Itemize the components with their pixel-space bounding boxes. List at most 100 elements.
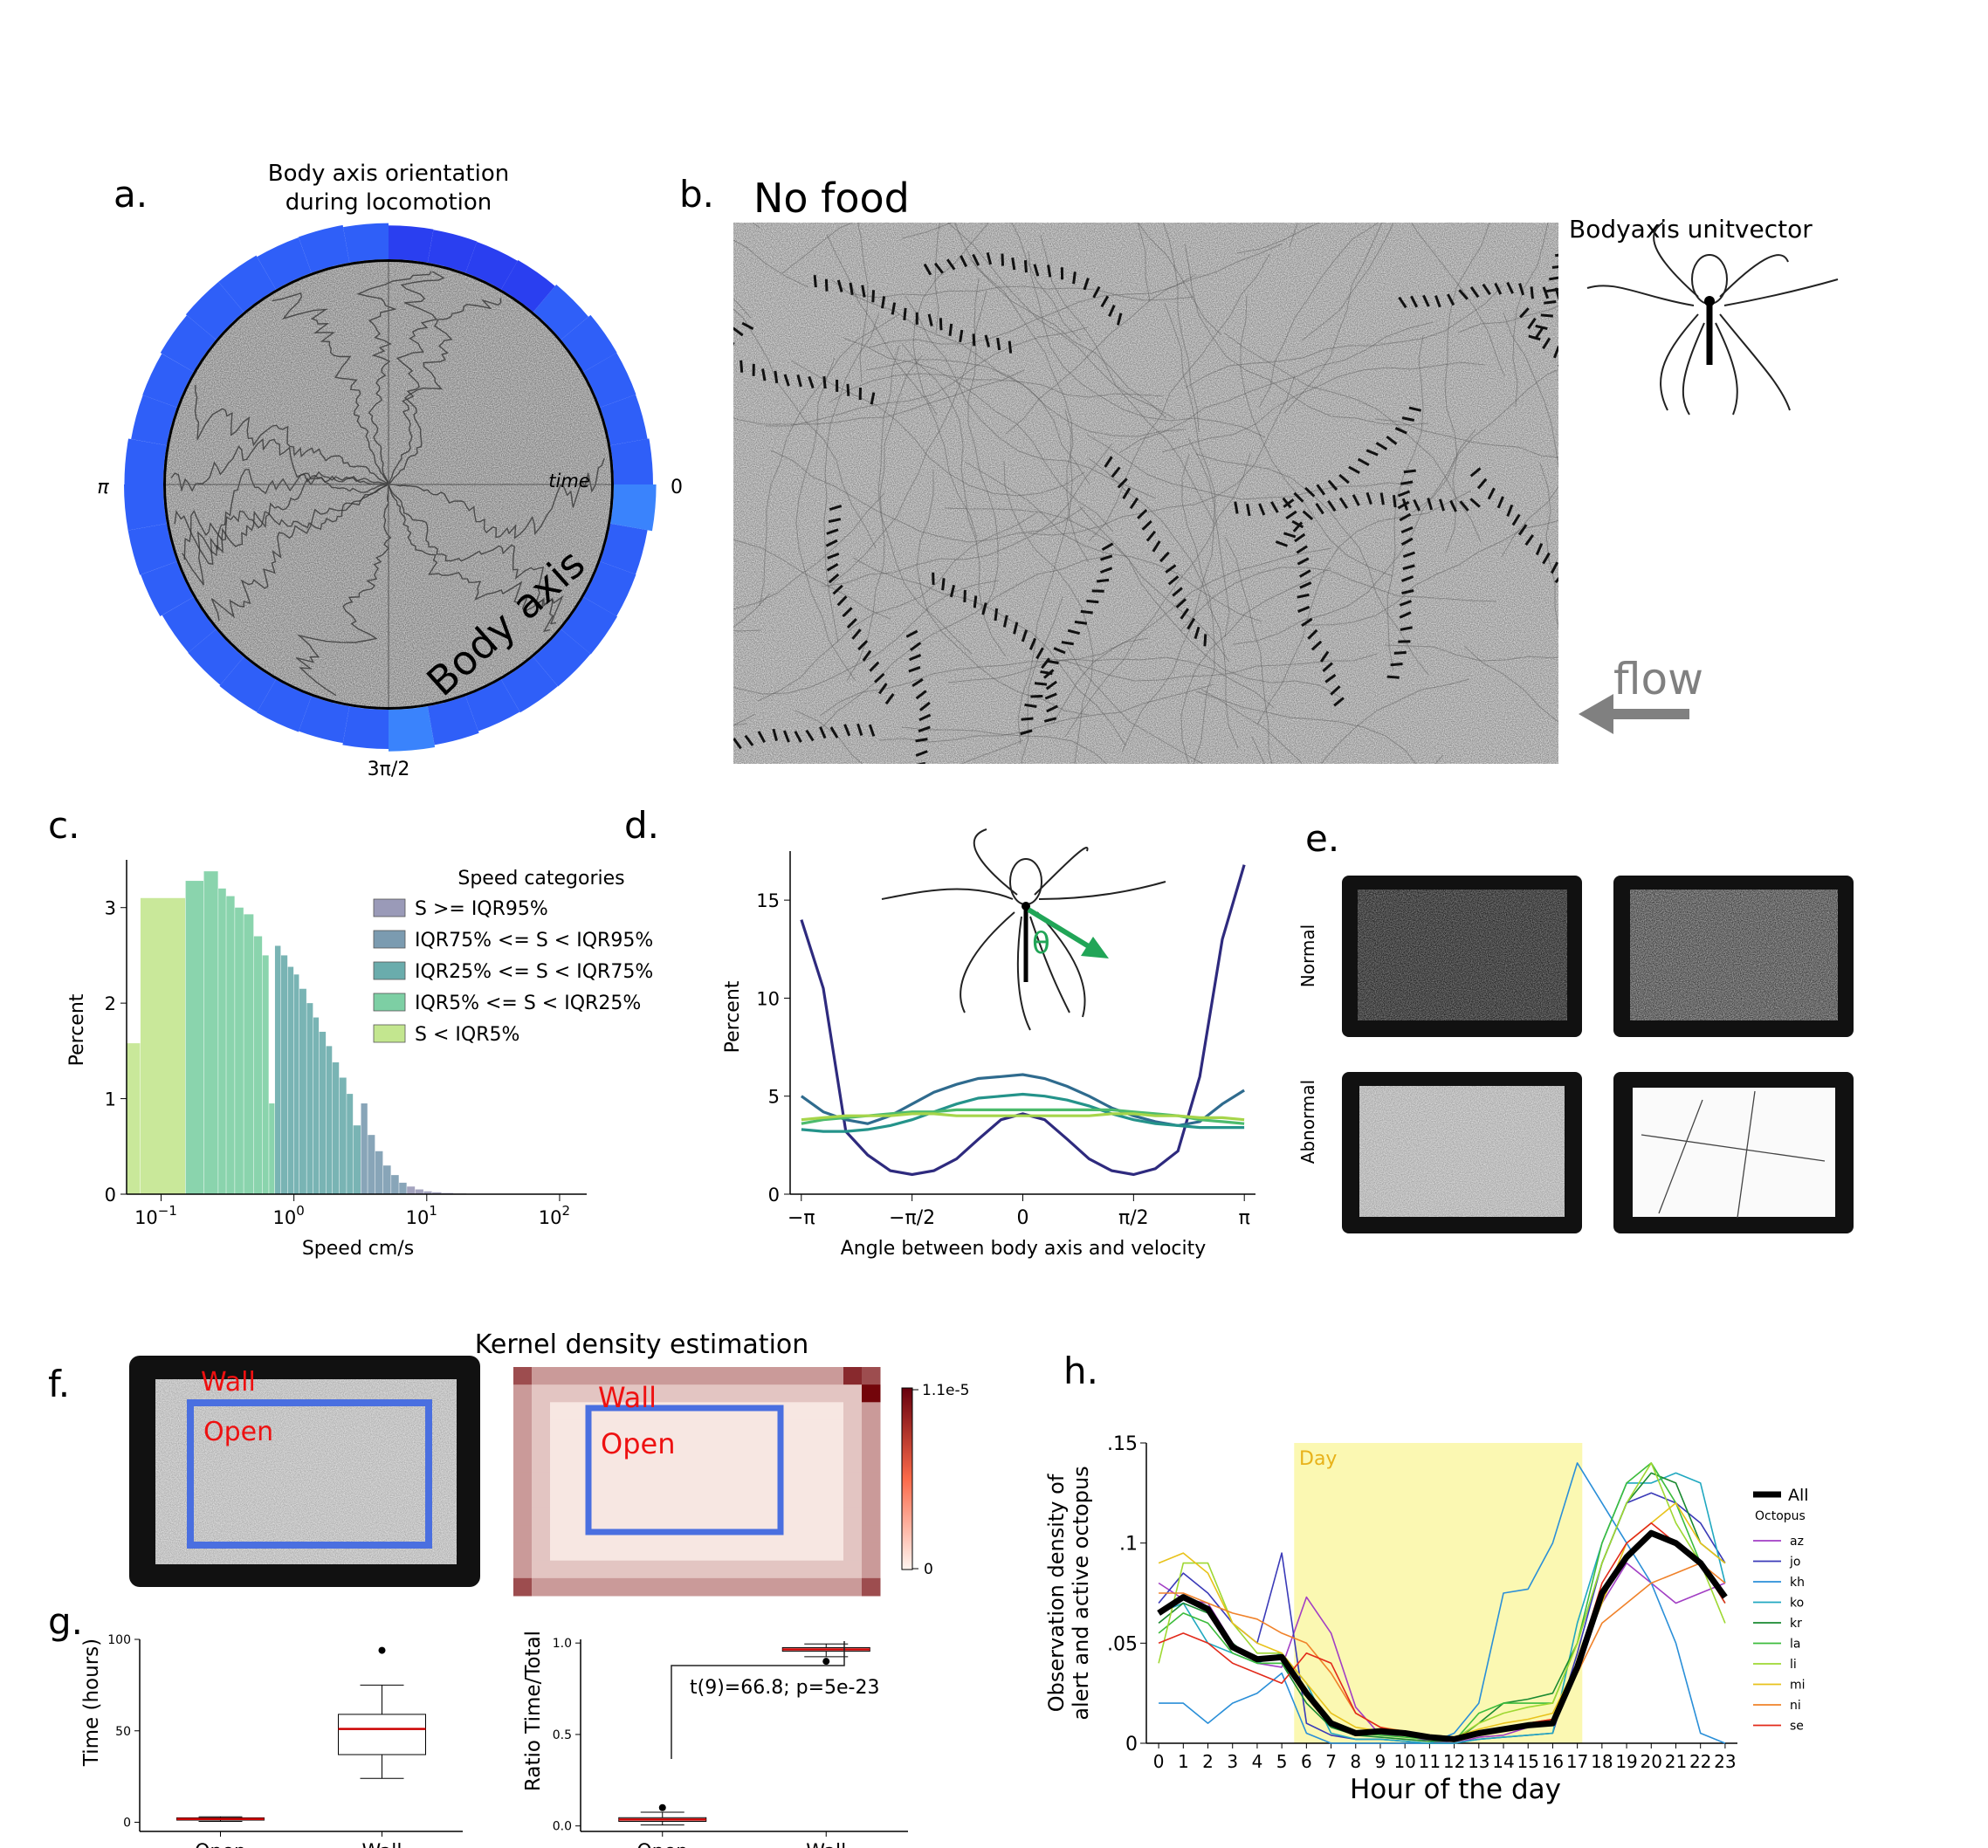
trajectory xyxy=(733,492,885,610)
bodyaxis-tick xyxy=(1542,286,1550,299)
trajectory xyxy=(1040,653,1378,682)
bodyaxis-tick xyxy=(919,824,930,830)
orientation-trace xyxy=(194,384,389,485)
kde-cell xyxy=(568,1437,588,1456)
kde-cell xyxy=(678,1490,698,1508)
hist-bar xyxy=(347,1094,354,1194)
hist-bar xyxy=(423,1191,432,1194)
kde-cell xyxy=(825,1437,844,1456)
angle-label-3pi2: 3π/2 xyxy=(368,759,410,780)
kde-cell xyxy=(825,1508,844,1526)
panel-g-left-boxplot: 0 50 100 Open Wall xyxy=(107,1633,463,1848)
bodyaxis-tick xyxy=(1633,406,1634,418)
bodyaxis-tick xyxy=(744,734,754,746)
bodyaxis-tick xyxy=(996,337,1001,351)
bodyaxis-tick xyxy=(918,713,932,722)
kde-cell xyxy=(550,1508,569,1526)
bodyaxis-tick xyxy=(1234,501,1239,514)
octopus-drawing xyxy=(1586,222,1839,416)
bodyaxis-tick xyxy=(1021,629,1028,642)
bodyaxis-tick xyxy=(832,584,843,595)
kde-cell xyxy=(605,1437,624,1456)
bodyaxis-tick xyxy=(1352,494,1360,506)
kde-cell xyxy=(678,1577,698,1597)
kde-cell xyxy=(862,1367,881,1385)
bodyaxis-tick xyxy=(1099,567,1113,574)
x-tick-label: 101 xyxy=(406,1203,437,1228)
kde-cell xyxy=(843,1525,863,1544)
bodyaxis-tick xyxy=(1401,416,1415,422)
bodyaxis-tick xyxy=(870,392,876,405)
kde-cell xyxy=(550,1490,569,1508)
bodyaxis-tick xyxy=(869,661,880,672)
kde-cell xyxy=(788,1560,808,1579)
kde-cell xyxy=(697,1367,716,1385)
legend-label: se xyxy=(1790,1720,1804,1734)
kde-cell xyxy=(568,1525,588,1544)
panel-d-xlabel: Angle between body axis and velocity xyxy=(841,1238,1207,1260)
kde-cell xyxy=(550,1472,569,1491)
kde-cell xyxy=(660,1402,679,1420)
polar-bar xyxy=(389,706,436,752)
octopus-inset xyxy=(881,828,1166,1031)
polar-bar xyxy=(561,314,617,372)
bodyaxis-tick xyxy=(1540,313,1553,318)
open-label-right: Open xyxy=(601,1427,675,1460)
trajectory xyxy=(733,298,752,319)
bodyaxis-tick xyxy=(1400,626,1413,631)
polar-bar xyxy=(127,523,177,575)
polar-bar xyxy=(257,679,312,732)
kde-cell xyxy=(825,1490,844,1508)
bodyaxis-tick xyxy=(808,375,815,389)
kde-cell xyxy=(807,1419,826,1439)
angle-label-pi: π xyxy=(97,477,109,498)
trajectory xyxy=(954,223,1167,419)
hist-bar xyxy=(326,1046,333,1194)
hist-bar xyxy=(415,1189,423,1194)
bodyaxis-tick xyxy=(828,573,840,584)
panel-a-trajectories xyxy=(170,271,605,697)
bodyaxis-tick xyxy=(918,725,931,733)
legend-label: All xyxy=(1788,1486,1809,1505)
orientation-trace xyxy=(388,298,502,485)
bodyaxis-tick xyxy=(1096,578,1110,583)
bodyaxis-tick xyxy=(1324,673,1337,684)
bodyaxis-tick xyxy=(1074,620,1088,625)
trajectory xyxy=(830,278,1090,485)
bodyaxis-tick xyxy=(1620,401,1624,413)
bodyaxis-tick xyxy=(878,683,888,695)
panel-label-b: b. xyxy=(679,173,714,216)
trajectory xyxy=(1258,223,1379,409)
bodyaxis-tick xyxy=(1061,641,1074,646)
bodyaxis-tick xyxy=(984,334,991,347)
kde-cell xyxy=(825,1560,844,1579)
y-tick-label: 0 xyxy=(123,1817,131,1831)
bodyaxis-tick xyxy=(1568,206,1580,209)
kde-cell xyxy=(623,1419,643,1439)
legend-label: S >= IQR95% xyxy=(415,898,548,920)
bodyaxis-tick xyxy=(868,724,876,737)
kde-cell xyxy=(770,1560,789,1579)
kde-cell xyxy=(788,1437,808,1456)
polar-bar xyxy=(465,679,520,732)
kde-cell xyxy=(825,1472,844,1491)
polar-bar xyxy=(188,629,244,685)
x-tick-label: 23 xyxy=(1714,1751,1736,1772)
trajectory xyxy=(846,354,923,682)
kde-cell xyxy=(825,1384,844,1403)
trajectory xyxy=(821,443,1113,587)
panel-c-legend: S >= IQR95% IQR75% <= S < IQR95% IQR25% <=… xyxy=(373,898,653,1046)
bodyaxis-tick xyxy=(1246,503,1251,517)
kde-cell xyxy=(568,1577,588,1597)
trajectory xyxy=(1224,333,1482,543)
panel-g-left-ylabel: Time (hours) xyxy=(80,1638,103,1767)
kde-cell xyxy=(862,1454,881,1474)
panel-h-ylabel-line1: Observation density of xyxy=(1044,1474,1069,1712)
kde-cell xyxy=(605,1367,624,1385)
kde-cell xyxy=(733,1560,753,1579)
kde-cell xyxy=(862,1490,881,1508)
bodyaxis-tick xyxy=(685,744,692,753)
bodyaxis-tick xyxy=(1030,694,1043,698)
kde-cell xyxy=(807,1560,826,1579)
bodyaxis-tick xyxy=(1693,421,1694,433)
